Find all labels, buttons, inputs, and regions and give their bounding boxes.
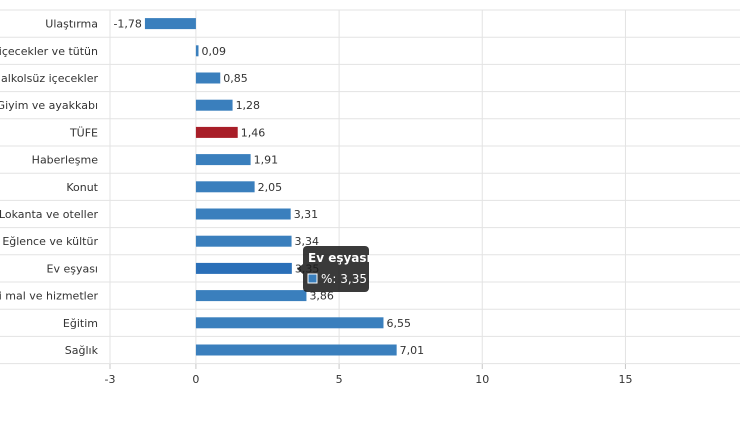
- value-label: 1,91: [254, 154, 279, 167]
- labels: Ulaştırma -1,78 ü içecekler ve tütün 0,09 ve…: [0, 18, 424, 357]
- bar-saglik[interactable]: [195, 344, 397, 356]
- x-tick-label: -3: [105, 373, 116, 386]
- category-label: Eğitim: [63, 317, 98, 330]
- bar-konut[interactable]: [195, 181, 255, 193]
- category-label: Lokanta ve oteller: [0, 208, 98, 221]
- grid: [0, 9, 740, 365]
- tooltip: Ev eşyası %: 3,35: [297, 246, 371, 292]
- value-label: -1,78: [113, 18, 141, 31]
- x-tick-label: 5: [336, 373, 343, 386]
- bar-ev-esyasi[interactable]: [195, 262, 292, 274]
- bar-eglence-ve-kultur[interactable]: [195, 235, 292, 247]
- category-label: TÜFE: [69, 126, 98, 139]
- bar-alkollu-icecekler-ve-tutun[interactable]: [195, 45, 199, 57]
- tooltip-box: [303, 246, 369, 292]
- value-label: 6,55: [386, 317, 411, 330]
- value-label: 2,05: [258, 181, 283, 194]
- tooltip-title: Ev eşyası: [308, 251, 371, 265]
- category-label: itli mal ve hizmetler: [0, 290, 98, 303]
- category-label: Giyim ve ayakkabı: [0, 99, 98, 112]
- x-tick-label: 0: [192, 373, 199, 386]
- value-label: 3,31: [294, 208, 319, 221]
- category-label: Ulaştırma: [45, 18, 98, 31]
- tooltip-pointer: [297, 264, 303, 274]
- category-label: Konut: [66, 181, 98, 194]
- category-label: ü içecekler ve tütün: [0, 45, 98, 58]
- category-label: Sağlık: [65, 344, 99, 357]
- bars: [144, 18, 397, 356]
- category-label: Ev eşyası: [47, 262, 99, 275]
- bar-ulastirma[interactable]: [144, 18, 196, 30]
- value-label: 0,09: [201, 45, 226, 58]
- value-label: 1,28: [236, 99, 261, 112]
- category-label: Eğlence ve kültür: [2, 235, 98, 248]
- value-label: 3,86: [309, 290, 334, 303]
- bar-lokanta-ve-oteller[interactable]: [195, 208, 291, 220]
- x-axis: -3 0 5 10 15: [105, 364, 632, 386]
- bar-gida-ve-alkolsuz-icecekler[interactable]: [195, 72, 221, 84]
- category-label: Haberleşme: [32, 154, 99, 167]
- value-label: 3,34: [295, 235, 320, 248]
- value-label: 0,85: [223, 72, 248, 85]
- bar-egitim[interactable]: [195, 317, 384, 329]
- value-label: 1,46: [241, 126, 266, 139]
- tooltip-swatch: [307, 273, 318, 284]
- bar-haberlesme[interactable]: [195, 154, 251, 166]
- tooltip-value: %: 3,35: [321, 272, 367, 286]
- category-label: ve alkolsüz içecekler: [0, 72, 98, 85]
- x-tick-label: 15: [618, 373, 632, 386]
- value-label: 7,01: [400, 344, 425, 357]
- bar-cesitli-mal-ve-hizmetler[interactable]: [195, 290, 307, 302]
- bar-giyim-ve-ayakkabi[interactable]: [195, 99, 233, 111]
- bar-tufe[interactable]: [195, 126, 238, 138]
- x-tick-label: 10: [475, 373, 489, 386]
